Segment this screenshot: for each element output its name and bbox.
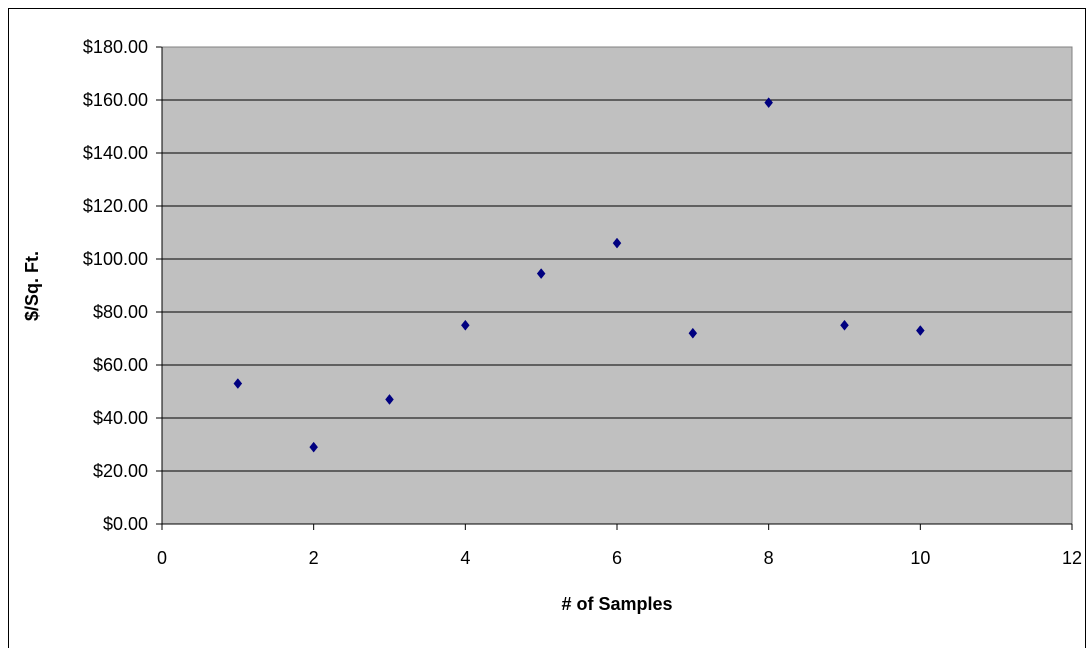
x-tick-label: 8 [764, 548, 774, 568]
y-tick-label: $40.00 [93, 408, 148, 428]
y-axis-title: $/Sq. Ft. [22, 251, 42, 321]
data-point [233, 378, 243, 389]
y-tick-label: $80.00 [93, 302, 148, 322]
y-tick-label: $0.00 [103, 514, 148, 534]
x-tick-label: 12 [1062, 548, 1082, 568]
y-tick-label: $100.00 [83, 249, 148, 269]
plot-area [162, 47, 1072, 524]
data-point [612, 237, 622, 249]
x-tick-label: 4 [460, 548, 470, 568]
y-tick-labels: $0.00 $20.00 $40.00 $60.00 $80.00 $100.00 $120… [83, 37, 148, 534]
x-tick-label: 6 [612, 548, 622, 568]
axes [156, 46, 1073, 530]
data-point [764, 97, 773, 109]
x-tick-label: 10 [910, 548, 930, 568]
x-tick-label: 0 [157, 548, 167, 568]
data-point [309, 441, 318, 453]
data-point [840, 319, 849, 331]
y-tick-label: $140.00 [83, 143, 148, 163]
y-tick-label: $120.00 [83, 196, 148, 216]
x-axis-title: # of Samples [561, 594, 672, 614]
y-tick-label: $160.00 [83, 90, 148, 110]
y-tick-label: $60.00 [93, 355, 148, 375]
data-point [385, 394, 394, 405]
data-point [461, 319, 470, 331]
x-tick-label: 2 [309, 548, 319, 568]
x-tick-labels: 0 2 4 6 8 10 12 [157, 548, 1082, 568]
data-point [916, 325, 925, 336]
y-tick-label: $180.00 [83, 37, 148, 57]
data-point [536, 268, 546, 279]
data-points [233, 97, 925, 453]
y-tick-label: $20.00 [93, 461, 148, 481]
data-point [688, 327, 698, 339]
